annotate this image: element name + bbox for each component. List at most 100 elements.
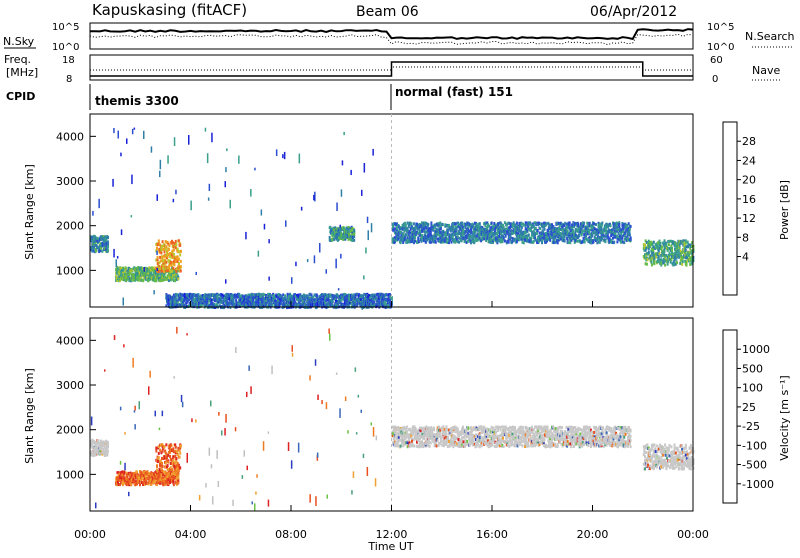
power-cell xyxy=(107,240,109,243)
cpid-label: CPID xyxy=(6,90,35,103)
power-cell xyxy=(353,239,355,242)
power-cell xyxy=(161,245,163,248)
power-cell xyxy=(572,229,574,232)
power-cell xyxy=(180,270,182,273)
power-cell xyxy=(593,222,595,225)
power-cell xyxy=(496,240,498,243)
power-cell xyxy=(629,233,631,236)
power-cell xyxy=(316,295,318,298)
power-cell xyxy=(427,223,429,226)
nsky-tick-bottom: 10^0 xyxy=(52,42,79,53)
nave-tick-top: 60 xyxy=(710,55,723,66)
power-cell xyxy=(591,235,593,238)
power-cell xyxy=(102,242,104,247)
power-cell xyxy=(254,168,256,171)
power-cell xyxy=(647,258,649,261)
power-cell xyxy=(668,240,670,243)
power-cell xyxy=(175,270,177,273)
velocity-heatmap xyxy=(90,327,694,511)
power-cell xyxy=(505,227,507,230)
power-cell xyxy=(326,269,328,273)
power-cell xyxy=(648,251,650,254)
power-cell xyxy=(405,224,407,227)
power-cell xyxy=(165,248,167,251)
power-cell xyxy=(226,148,228,151)
power-cell xyxy=(230,200,232,209)
power-cell xyxy=(618,223,620,226)
power-cell xyxy=(601,222,603,225)
power-cell xyxy=(657,259,659,262)
power-cell xyxy=(177,248,179,251)
power-cell xyxy=(368,230,370,240)
power-cell xyxy=(113,249,115,258)
power-cell xyxy=(503,236,505,239)
power-cell xyxy=(596,228,598,231)
power-cell xyxy=(545,222,547,225)
power-cell xyxy=(455,222,457,225)
power-cell xyxy=(301,207,303,211)
power-cell xyxy=(158,239,160,242)
power-cell xyxy=(98,199,100,208)
power-cell xyxy=(291,277,293,284)
power-cell xyxy=(218,294,220,297)
power-cell xyxy=(670,258,672,261)
power-ylabel: Slant Range [km] xyxy=(23,164,36,260)
power-cell xyxy=(578,234,580,237)
nsky-tick-top: 10^5 xyxy=(52,22,79,33)
power-cell xyxy=(165,261,167,264)
power-cell xyxy=(671,251,673,254)
power-cell xyxy=(174,137,176,146)
power-cell xyxy=(397,237,399,240)
power-cell xyxy=(156,251,158,255)
power-cell xyxy=(372,301,374,305)
power-cell xyxy=(208,198,210,201)
power-cell xyxy=(630,236,632,239)
power-cell xyxy=(188,298,190,301)
power-cell xyxy=(208,300,210,303)
nsearch-tick-bottom: 10^0 xyxy=(707,42,734,53)
power-cell xyxy=(547,233,549,236)
power-cell xyxy=(457,235,459,238)
power-cell xyxy=(245,232,247,239)
velocity-cell xyxy=(99,452,101,455)
power-cell xyxy=(157,194,159,201)
power-cell xyxy=(435,241,437,244)
power-cell xyxy=(567,241,569,244)
power-cell xyxy=(583,222,585,225)
power-cell xyxy=(173,253,175,256)
power-cell xyxy=(319,243,321,252)
power-cell xyxy=(180,260,182,263)
power-cell xyxy=(162,267,164,270)
power-cell xyxy=(131,175,133,184)
power-cell xyxy=(247,296,249,303)
power-cell xyxy=(307,259,309,262)
power-cell xyxy=(508,222,510,225)
power-cell xyxy=(607,231,609,234)
power-cell xyxy=(112,179,114,187)
power-cell xyxy=(225,167,227,172)
power-cell xyxy=(238,156,240,164)
power-cell xyxy=(340,254,342,259)
power-cell xyxy=(400,241,402,244)
power-cell xyxy=(583,225,585,228)
power-cell xyxy=(311,293,313,296)
power-cell xyxy=(179,244,181,247)
power-cell xyxy=(285,297,287,300)
power-cell xyxy=(177,277,179,280)
power-cell xyxy=(670,261,672,264)
power-cell xyxy=(454,240,456,243)
power-cell xyxy=(174,263,176,266)
power-cell xyxy=(458,241,460,244)
power-cell xyxy=(95,249,97,252)
power-cell xyxy=(444,223,446,226)
power-cell xyxy=(564,235,566,238)
power-cell xyxy=(107,246,109,249)
beam-title: Beam 06 xyxy=(356,4,419,20)
power-cell xyxy=(581,231,583,234)
power-cell xyxy=(537,229,539,232)
power-cell xyxy=(513,239,515,242)
power-cell xyxy=(131,215,133,217)
power-cell xyxy=(574,222,576,225)
power-cell xyxy=(430,221,432,224)
